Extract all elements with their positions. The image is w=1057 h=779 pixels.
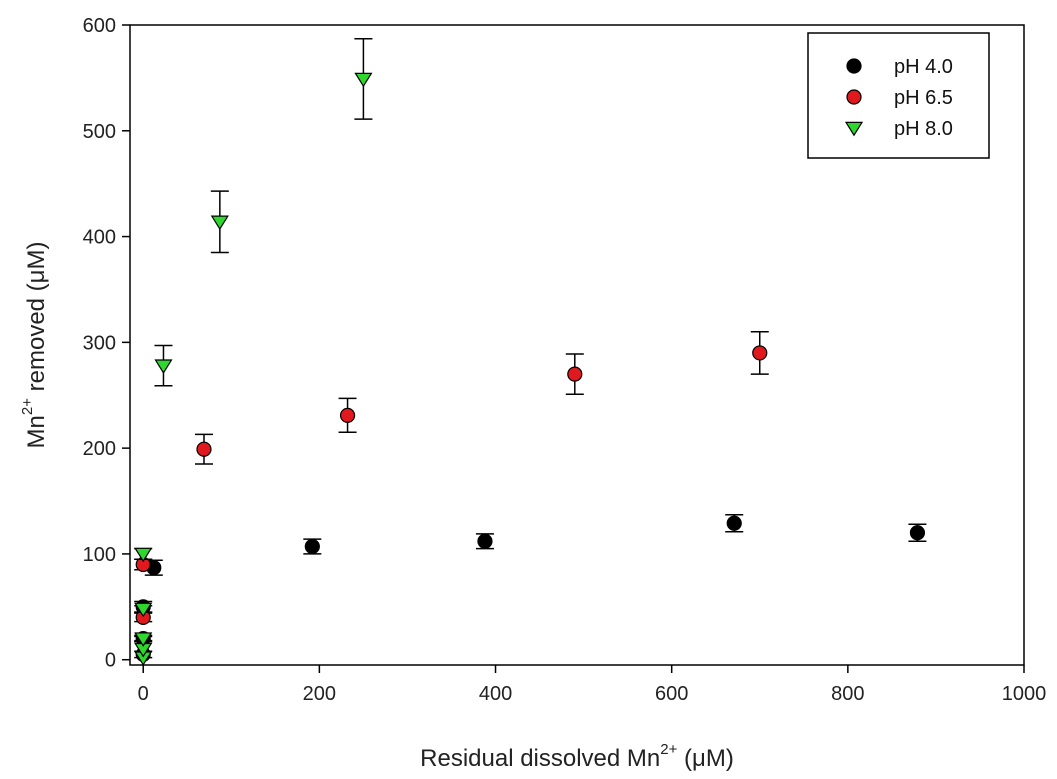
legend-items: pH 4.0 pH 6.5 pH 8.0	[844, 56, 953, 140]
data-point	[354, 72, 373, 88]
x-tick-label: 800	[831, 683, 864, 705]
data-point	[752, 345, 768, 361]
series-ph-4-0	[134, 514, 927, 663]
data-point	[567, 366, 583, 382]
y-tick-label: 300	[83, 332, 116, 354]
series-ph-6-5	[134, 331, 769, 625]
data-point	[477, 533, 493, 549]
plot-frame	[129, 24, 1025, 666]
data-point	[154, 359, 173, 374]
data-point	[134, 547, 153, 563]
data-point	[210, 215, 229, 231]
data-point	[134, 632, 153, 647]
y-tick-label: 600	[83, 15, 116, 37]
series-ph-8-0	[134, 38, 373, 666]
x-tick-label: 400	[479, 683, 512, 705]
data-point	[726, 515, 742, 531]
y-axis-title: Mn2+ removed (μM)	[19, 242, 50, 449]
legend-marker	[846, 58, 862, 74]
y-axis-title-unit: removed (μM)	[23, 242, 50, 399]
legend-marker	[846, 89, 862, 105]
y-tick-label: 500	[83, 121, 116, 143]
y-tick-label: 0	[105, 650, 116, 672]
x-axis-title: Residual dissolved Mn2+ (μM)	[420, 741, 734, 772]
y-tick-label: 200	[83, 438, 116, 460]
legend-label: pH 4.0	[894, 56, 953, 78]
x-axis-title-unit: (μM)	[677, 745, 733, 772]
y-axis-title-superscript: 2+	[19, 398, 36, 415]
x-tick-label: 0	[138, 683, 149, 705]
x-tick-label: 600	[655, 683, 688, 705]
axis-ticks: 0 200 400 600 800 1000 0 100 200 300 400 500 600	[83, 15, 1047, 705]
data-point	[304, 538, 320, 555]
y-tick-label: 400	[83, 227, 116, 249]
x-axis-title-superscript: 2+	[660, 741, 677, 758]
data-point	[134, 602, 153, 618]
x-tick-label: 1000	[1002, 683, 1047, 705]
legend-marker	[844, 121, 864, 137]
y-axis-title-main: Mn	[23, 415, 50, 448]
legend-box	[807, 32, 990, 159]
legend-label: pH 8.0	[894, 118, 953, 140]
data-point	[196, 441, 212, 457]
data-point	[339, 407, 356, 423]
x-tick-label: 200	[303, 683, 336, 705]
x-axis-title-main: Residual dissolved Mn	[420, 745, 660, 772]
data-point	[909, 525, 926, 541]
data-points	[134, 38, 927, 666]
y-tick-label: 100	[83, 544, 116, 566]
legend: pH 4.0 pH 6.5 pH 8.0	[807, 32, 990, 159]
legend-label: pH 6.5	[894, 87, 953, 109]
